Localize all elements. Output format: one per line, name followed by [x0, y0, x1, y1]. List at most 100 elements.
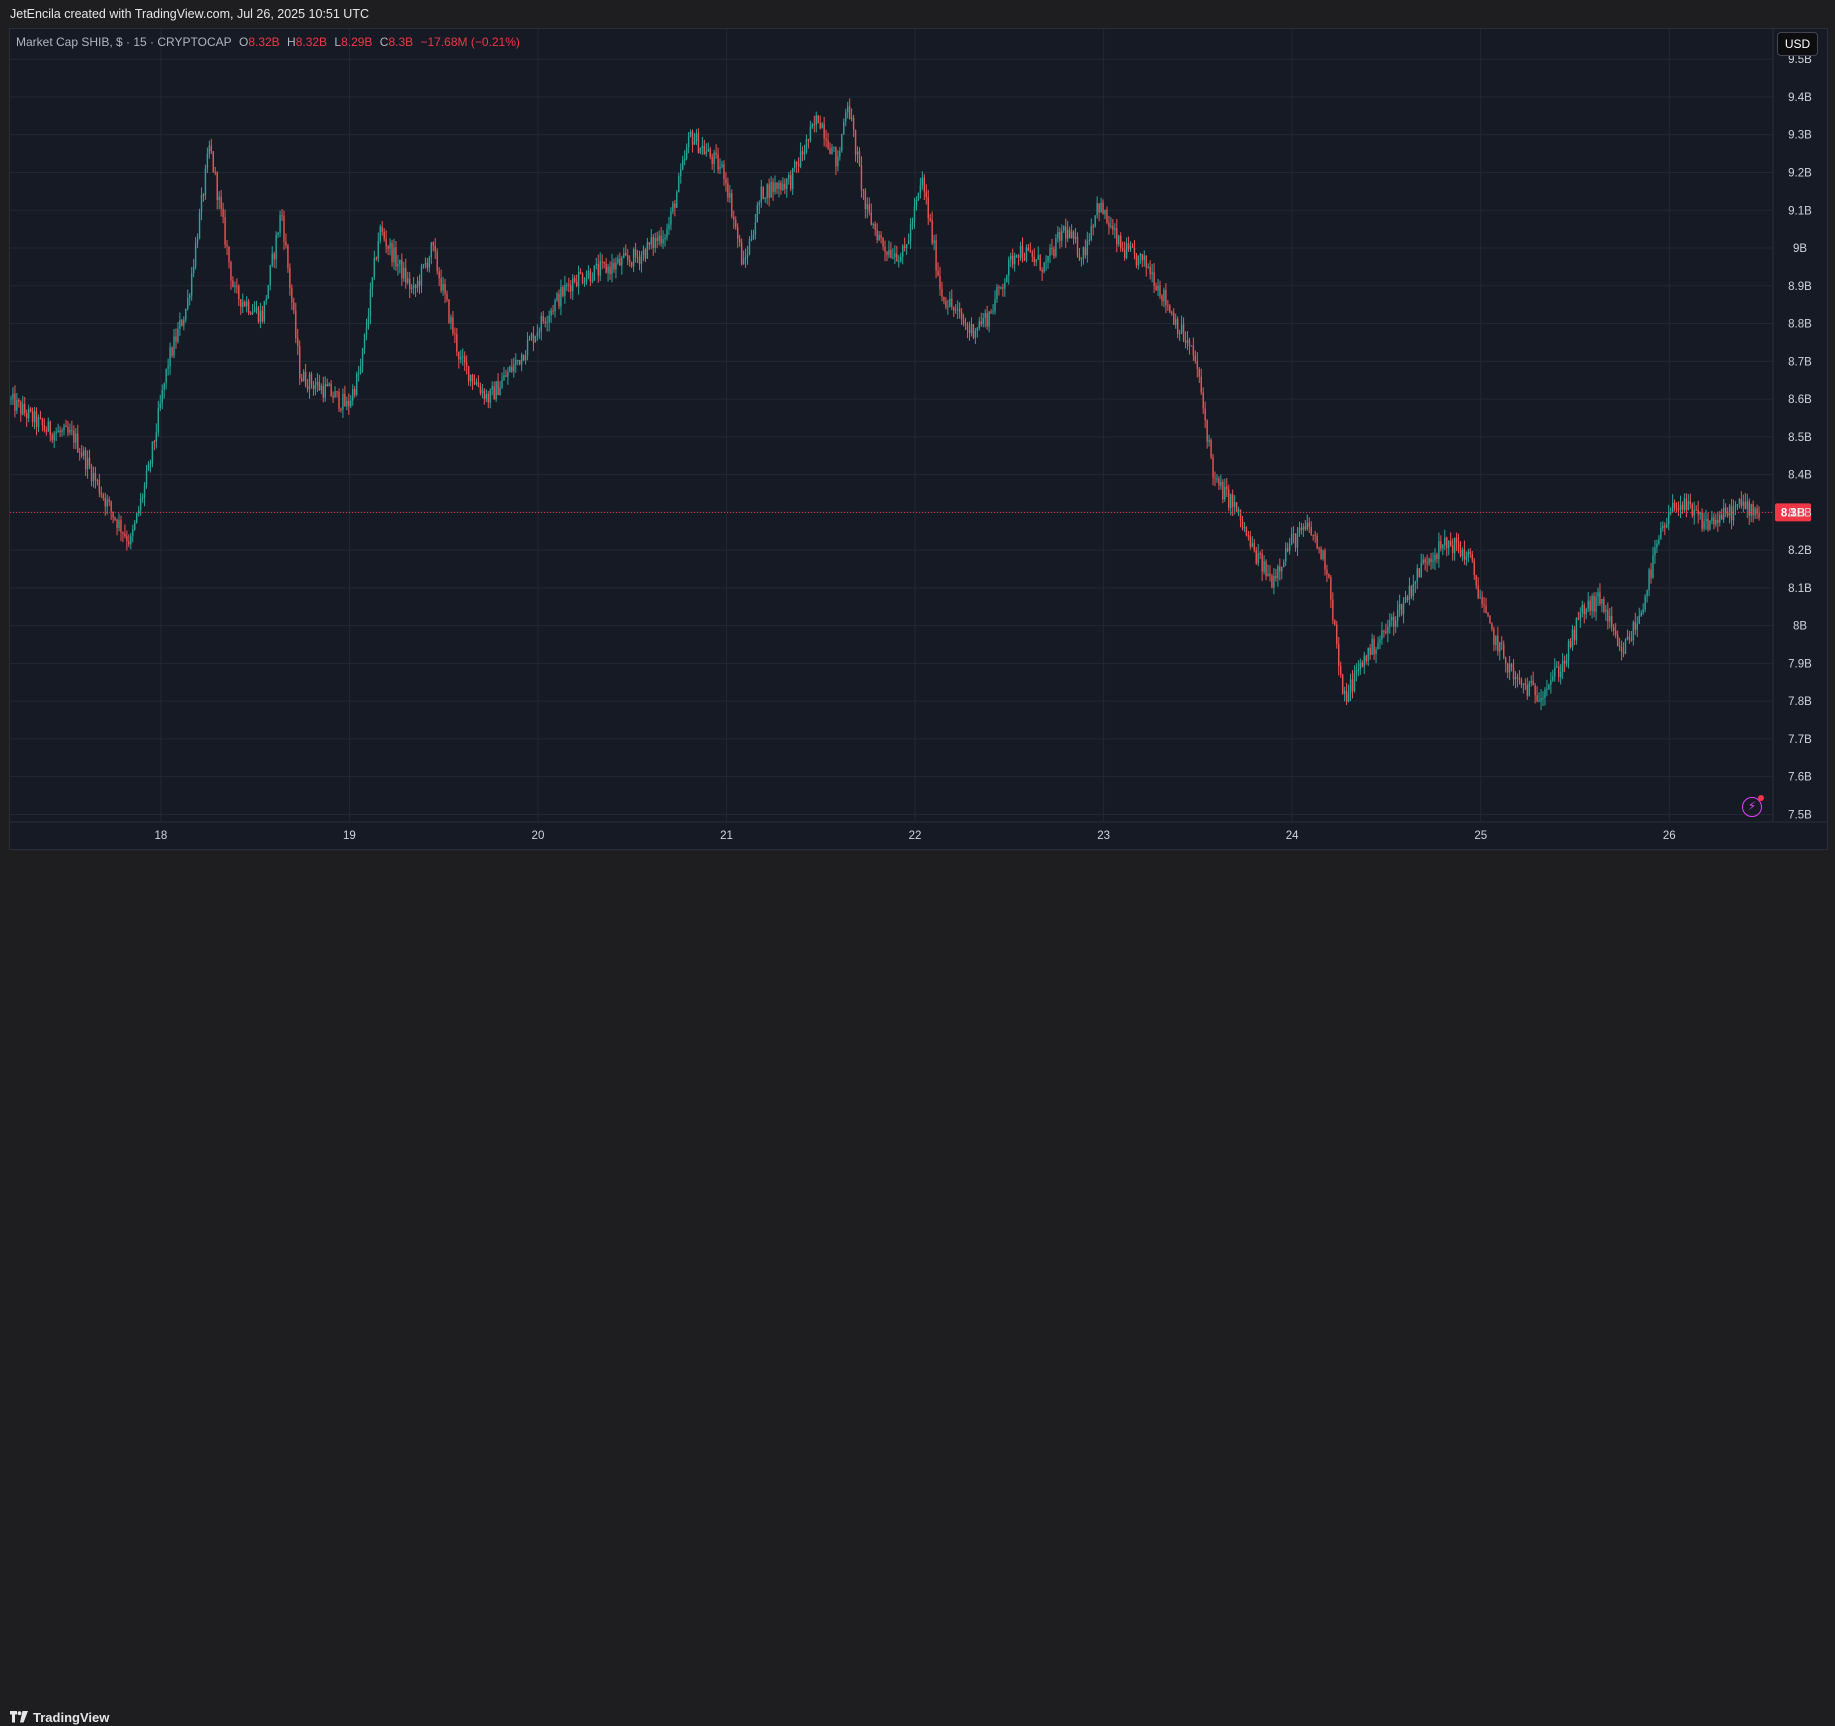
candle-body — [1603, 598, 1605, 612]
candle-body — [1137, 255, 1140, 266]
candle-body — [970, 324, 973, 334]
candle-body — [819, 123, 821, 129]
candle — [845, 108, 847, 127]
candle — [242, 293, 244, 314]
candle — [39, 410, 42, 420]
candle — [634, 242, 637, 263]
candle — [522, 354, 525, 361]
candlestick-chart[interactable]: 8.3B 7.5B7.6B7.7B7.8B7.9B8B8.1B8.2B8.3B8… — [0, 0, 1835, 884]
currency-button[interactable]: USD — [1777, 32, 1818, 56]
candle — [905, 244, 908, 255]
candle-body — [921, 177, 924, 185]
candle-body — [1436, 554, 1438, 559]
candle — [570, 280, 572, 299]
candle — [958, 302, 961, 319]
candle — [1188, 337, 1191, 355]
candle-body — [1365, 655, 1367, 662]
candle-body — [513, 364, 515, 372]
candle-body — [1438, 541, 1440, 559]
candle — [100, 486, 103, 499]
candle — [503, 366, 505, 381]
candle-body — [110, 501, 112, 512]
candle-body — [888, 249, 890, 255]
candle-body — [222, 208, 224, 217]
candle — [717, 147, 719, 174]
candle-body — [57, 430, 59, 433]
candle — [648, 242, 651, 250]
candle-body — [1076, 236, 1079, 256]
candle — [1756, 504, 1758, 520]
candle — [106, 494, 108, 515]
candle — [448, 299, 450, 325]
candle — [395, 240, 397, 271]
candle-body — [1263, 561, 1265, 572]
candle — [1202, 387, 1204, 414]
candle — [79, 447, 81, 461]
candle-body — [1345, 690, 1348, 702]
candle — [644, 247, 647, 263]
candle — [1312, 534, 1314, 541]
candle — [1497, 626, 1499, 656]
lightning-icon[interactable]: ⚡ — [1742, 795, 1764, 817]
candle-body — [100, 492, 103, 495]
candle-body — [135, 513, 138, 523]
candle-body — [797, 164, 800, 167]
candle-body — [943, 296, 945, 302]
candle-body — [1255, 550, 1257, 564]
symbol-legend[interactable]: Market Cap SHIB, $ · 15 · CRYPTOCAP O8.3… — [16, 35, 520, 49]
candle — [281, 209, 283, 222]
candle — [1049, 243, 1051, 264]
candle-body — [526, 340, 529, 356]
candle — [1426, 554, 1428, 573]
candle-body — [1090, 226, 1092, 240]
candle — [683, 150, 686, 166]
candle — [1165, 282, 1167, 314]
candle — [1461, 547, 1464, 562]
candle — [1120, 232, 1122, 252]
candle-body — [1259, 553, 1261, 555]
candle — [434, 238, 436, 259]
candle — [925, 184, 927, 205]
candle-body — [332, 395, 334, 398]
x-tick-label: 24 — [1286, 830, 1299, 842]
candle — [872, 222, 874, 229]
candle — [141, 493, 144, 503]
candle — [1603, 596, 1605, 614]
candle-body — [1163, 289, 1165, 302]
candle-body — [758, 202, 761, 205]
candle — [693, 133, 696, 145]
candle-body — [1245, 527, 1248, 536]
candle-body — [860, 165, 863, 190]
candle-body — [224, 216, 226, 245]
candle — [14, 385, 16, 418]
candle — [776, 182, 778, 194]
candle — [678, 172, 680, 193]
candle-body — [1740, 498, 1743, 507]
chart-frame[interactable] — [9, 28, 1828, 850]
candle — [232, 276, 234, 288]
last-price-line: 8.3B — [10, 503, 1811, 522]
candle-body — [12, 393, 14, 399]
candle — [1522, 683, 1525, 694]
candle-body — [452, 317, 454, 334]
candle-body — [548, 315, 550, 323]
candle — [990, 309, 992, 315]
candle-body — [1298, 527, 1301, 533]
candle-body — [1599, 592, 1601, 604]
candle — [1673, 499, 1676, 512]
candle-body — [896, 253, 898, 262]
candle-body — [1642, 609, 1644, 613]
candle-body — [65, 425, 67, 428]
candle — [821, 122, 823, 129]
candle — [1675, 502, 1678, 513]
candle — [1375, 646, 1377, 664]
candle-body — [462, 356, 464, 358]
candle — [1398, 594, 1401, 617]
candle-body — [1607, 609, 1609, 622]
candle-body — [856, 151, 859, 155]
candle — [937, 262, 939, 277]
candle — [283, 210, 285, 250]
candle — [1459, 541, 1462, 558]
tradingview-logo[interactable]: TradingView — [10, 1708, 109, 1726]
candle — [505, 369, 507, 378]
